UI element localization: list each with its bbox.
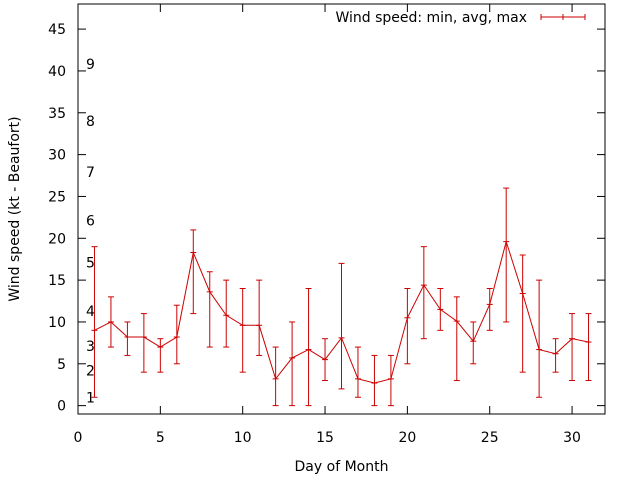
error-bar — [503, 187, 510, 323]
error-bar — [223, 279, 230, 348]
error-bar — [486, 287, 493, 331]
beaufort-label: 2 — [86, 363, 95, 379]
beaufort-label: 3 — [86, 339, 95, 355]
beaufort-label: 5 — [86, 256, 95, 272]
error-bar — [206, 271, 213, 348]
error-bar — [140, 313, 147, 373]
beaufort-scale-labels: 1 2 3 4 5 6 7 8 9 — [86, 57, 95, 406]
error-bar — [354, 346, 361, 398]
y-tick-label: 30 — [48, 148, 66, 164]
x-tick-label: 25 — [481, 430, 499, 446]
beaufort-label: 7 — [86, 165, 95, 181]
y-tick-label: 40 — [48, 64, 66, 80]
error-bar — [404, 287, 411, 365]
plot-frame — [77, 3, 606, 415]
error-bar — [470, 321, 477, 365]
beaufort-label: 1 — [86, 390, 95, 406]
error-bar — [371, 354, 378, 407]
y-tick-label: 10 — [48, 315, 66, 331]
x-tick-label: 0 — [74, 430, 83, 446]
y-tick-label: 35 — [48, 106, 66, 122]
error-bar — [519, 254, 526, 373]
error-bar — [272, 346, 279, 407]
error-bar — [305, 287, 312, 407]
y-axis-label: Wind speed (kt - Beaufort) — [7, 116, 23, 301]
error-bar — [420, 246, 427, 340]
legend-label: Wind speed: min, avg, max — [335, 10, 527, 26]
beaufort-label: 8 — [86, 114, 95, 130]
y-tick-label: 45 — [48, 22, 66, 38]
y-tick-label: 15 — [48, 273, 66, 289]
x-tick-label: 10 — [234, 430, 252, 446]
error-bar — [256, 279, 263, 356]
x-tick-label: 5 — [156, 430, 165, 446]
error-bar — [387, 354, 394, 407]
y-tick-label: 0 — [57, 399, 66, 415]
x-axis-label: Day of Month — [295, 459, 389, 475]
legend-sample — [540, 14, 586, 20]
error-bar — [289, 321, 296, 407]
error-bar — [552, 338, 559, 373]
average-line-layer — [91, 239, 592, 384]
y-tick-label: 20 — [48, 231, 66, 247]
error-bar — [239, 287, 246, 373]
y-tick-label: 5 — [57, 357, 66, 373]
x-tick-label: 15 — [316, 430, 334, 446]
error-bar — [91, 246, 98, 398]
beaufort-label: 6 — [86, 214, 95, 230]
error-bar — [536, 279, 543, 398]
error-bar — [190, 229, 197, 315]
error-bar — [453, 296, 460, 382]
error-bar — [569, 313, 576, 382]
x-tick-label: 20 — [398, 430, 416, 446]
error-bars — [91, 187, 592, 407]
error-bar — [585, 313, 592, 382]
y-tick-label: 25 — [48, 189, 66, 205]
legend: Wind speed: min, avg, max — [335, 10, 586, 26]
beaufort-label: 4 — [86, 304, 95, 320]
beaufort-label: 9 — [86, 57, 95, 73]
x-tick-label: 30 — [563, 430, 581, 446]
error-bar — [124, 321, 131, 356]
error-bar — [157, 338, 164, 373]
error-bar — [338, 262, 345, 390]
